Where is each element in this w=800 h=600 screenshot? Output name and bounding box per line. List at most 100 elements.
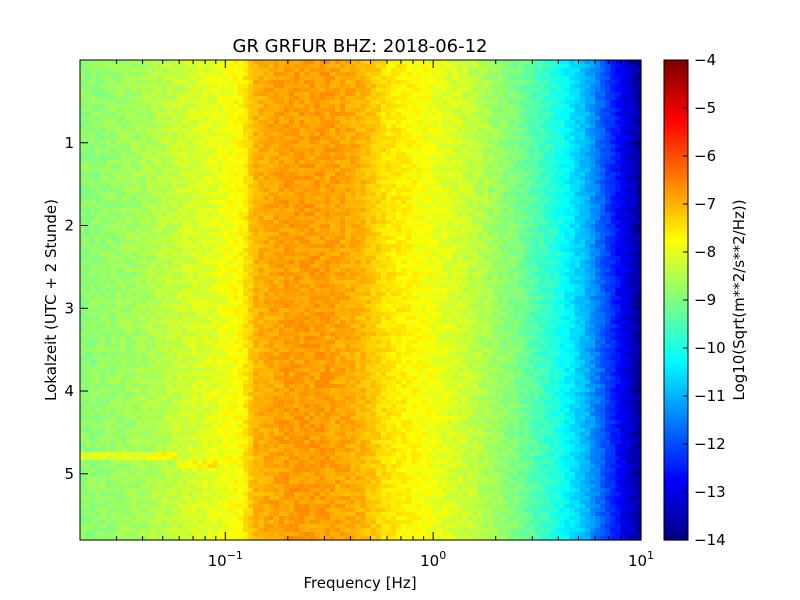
heatmap-cell <box>182 132 188 137</box>
heatmap-cell <box>202 528 209 533</box>
heatmap-cell <box>125 84 132 89</box>
heatmap-cell <box>197 212 203 217</box>
heatmap-cell <box>243 72 249 77</box>
heatmap-cell <box>273 340 280 345</box>
heatmap-cell <box>227 192 234 197</box>
heatmap-cell <box>120 432 127 437</box>
heatmap-cell <box>284 240 290 245</box>
heatmap-cell <box>156 92 163 97</box>
heatmap-cell <box>120 524 127 529</box>
heatmap-cell <box>222 496 229 501</box>
heatmap-cell <box>258 452 265 457</box>
heatmap-cell <box>85 504 91 509</box>
heatmap-cell <box>95 308 101 313</box>
heatmap-cell <box>248 244 254 249</box>
heatmap-cell <box>176 92 183 97</box>
heatmap-cell <box>268 488 275 493</box>
heatmap-cell <box>95 288 101 293</box>
heatmap-cell <box>85 204 91 209</box>
heatmap-cell <box>95 436 101 441</box>
heatmap-cell <box>284 136 290 141</box>
heatmap-cell <box>187 536 193 541</box>
heatmap-cell <box>85 308 91 313</box>
heatmap-cell <box>202 348 209 353</box>
heatmap-cell <box>176 508 183 513</box>
heatmap-cell <box>105 352 112 357</box>
heatmap-cell <box>182 452 188 457</box>
heatmap-cell <box>100 284 107 289</box>
heatmap-cell <box>146 528 152 533</box>
heatmap-cell <box>182 252 188 257</box>
heatmap-cell <box>100 440 107 445</box>
heatmap-cell <box>100 92 107 97</box>
heatmap-cell <box>115 312 122 317</box>
heatmap-cell <box>284 296 290 301</box>
heatmap-cell <box>222 256 229 261</box>
heatmap-cell <box>100 196 107 201</box>
heatmap-cell <box>217 236 224 241</box>
heatmap-cell <box>284 488 290 493</box>
heatmap-cell <box>212 324 219 329</box>
heatmap-cell <box>100 504 107 509</box>
heatmap-cell <box>253 72 260 77</box>
heatmap-cell <box>95 88 101 93</box>
heatmap-cell <box>141 432 147 437</box>
heatmap-cell <box>238 436 244 441</box>
heatmap-cell <box>202 232 209 237</box>
heatmap-cell <box>217 472 224 477</box>
heatmap-cell <box>212 108 219 113</box>
heatmap-cell <box>115 340 122 345</box>
heatmap-cell <box>222 84 229 89</box>
heatmap-cell <box>202 376 209 381</box>
heatmap-cell <box>95 144 101 149</box>
heatmap-cell <box>248 340 254 345</box>
heatmap-cell <box>253 536 260 541</box>
heatmap-cell <box>202 212 209 217</box>
heatmap-cell <box>268 244 275 249</box>
heatmap-cell <box>268 364 275 369</box>
heatmap-cell <box>131 220 137 225</box>
heatmap-cell <box>217 464 224 469</box>
heatmap-cell <box>110 276 117 281</box>
heatmap-cell <box>227 220 234 225</box>
heatmap-cell <box>212 480 219 485</box>
heatmap-cell <box>100 360 107 365</box>
heatmap-cell <box>120 300 127 305</box>
heatmap-cell <box>182 284 188 289</box>
heatmap-cell <box>100 332 107 337</box>
heatmap-cell <box>136 252 142 257</box>
heatmap-cell <box>125 468 132 473</box>
heatmap-cell <box>182 440 188 445</box>
heatmap-cell <box>207 260 214 265</box>
heatmap-cell <box>171 116 178 121</box>
heatmap-cell <box>187 268 193 273</box>
heatmap-cell <box>187 132 193 137</box>
heatmap-cell <box>146 60 152 65</box>
heatmap-cell <box>105 524 112 529</box>
heatmap-cell <box>125 380 132 385</box>
heatmap-cell <box>85 492 91 497</box>
heatmap-cell <box>131 120 137 125</box>
heatmap-cell <box>284 528 290 533</box>
heatmap-cell <box>105 168 112 173</box>
heatmap-cell <box>85 216 91 221</box>
heatmap-cell <box>289 284 295 289</box>
heatmap-cell <box>95 412 101 417</box>
heatmap-cell <box>182 380 188 385</box>
heatmap-cell <box>187 428 193 433</box>
heatmap-cell <box>156 316 163 321</box>
heatmap-cell <box>187 500 193 505</box>
heatmap-cell <box>115 264 122 269</box>
heatmap-cell <box>120 388 127 393</box>
heatmap-cell <box>95 276 101 281</box>
heatmap-cell <box>238 248 244 253</box>
heatmap-cell <box>166 164 173 169</box>
heatmap-cell <box>100 160 107 165</box>
heatmap-cell <box>166 272 173 277</box>
heatmap-cell <box>80 472 86 477</box>
heatmap-cell <box>136 204 142 209</box>
heatmap-cell <box>115 528 122 533</box>
heatmap-cell <box>176 316 183 321</box>
heatmap-cell <box>187 304 193 309</box>
heatmap-cell <box>80 148 86 153</box>
